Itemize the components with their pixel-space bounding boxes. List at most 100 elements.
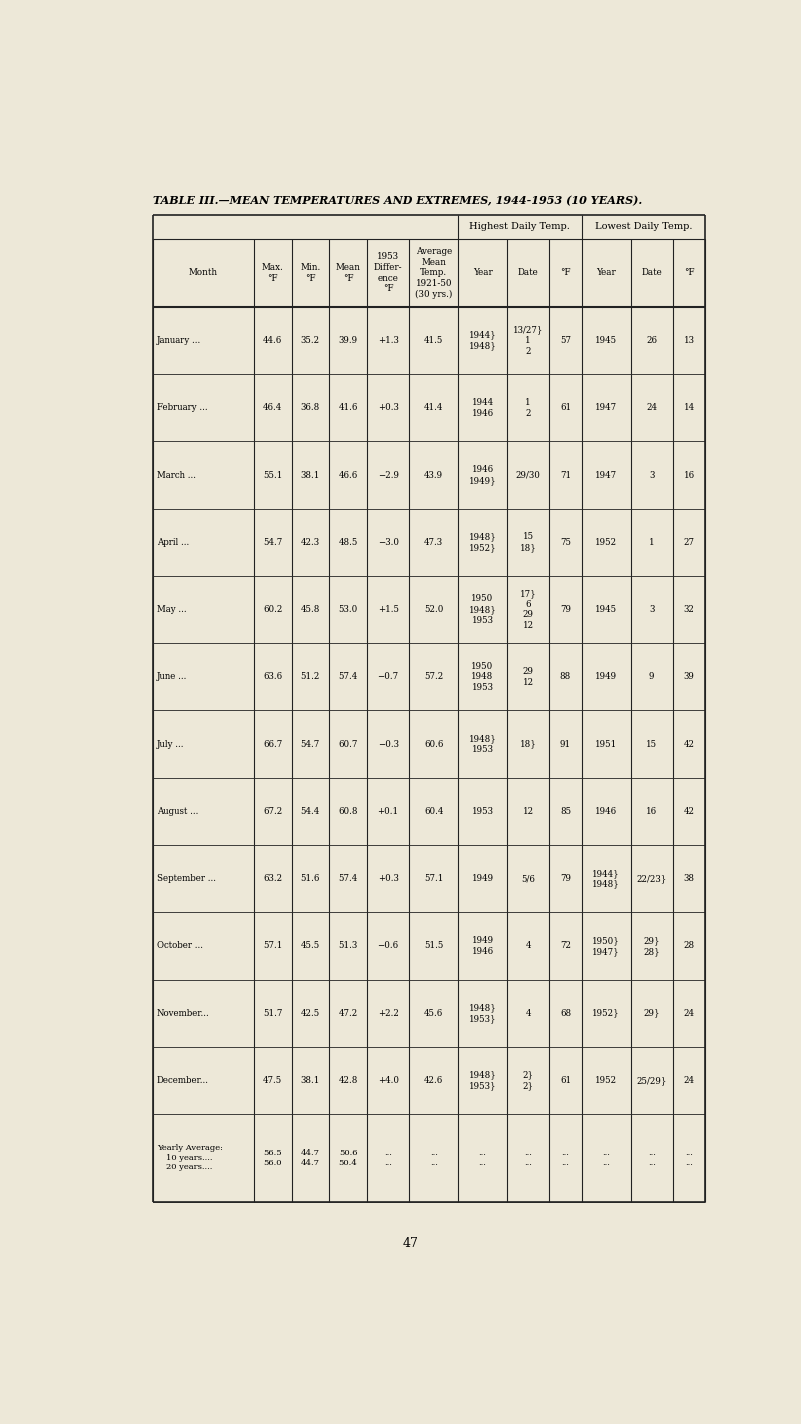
Text: 85: 85 [560, 807, 571, 816]
Text: 29/30: 29/30 [516, 470, 541, 480]
Text: 57: 57 [560, 336, 571, 345]
Text: May ...: May ... [157, 605, 187, 614]
Text: 51.5: 51.5 [424, 941, 444, 950]
Text: ...
...: ... ... [430, 1149, 437, 1166]
Text: October ...: October ... [157, 941, 203, 950]
Text: June ...: June ... [157, 672, 187, 681]
Text: 14: 14 [683, 403, 694, 413]
Text: Min.
°F: Min. °F [300, 263, 320, 283]
Text: 60.6: 60.6 [424, 739, 444, 749]
Text: Max.
°F: Max. °F [262, 263, 284, 283]
Text: 42.3: 42.3 [301, 538, 320, 547]
Text: 1947: 1947 [595, 403, 618, 413]
Text: +2.2: +2.2 [378, 1008, 399, 1018]
Text: 57.4: 57.4 [339, 874, 358, 883]
Text: ...
...: ... ... [602, 1149, 610, 1166]
Text: 42.5: 42.5 [300, 1008, 320, 1018]
Text: 24: 24 [683, 1008, 694, 1018]
Text: 1946
1949}: 1946 1949} [469, 466, 497, 486]
Text: November...: November... [157, 1008, 209, 1018]
Text: 1948}
1953}: 1948} 1953} [469, 1071, 497, 1091]
Text: 1949: 1949 [595, 672, 618, 681]
Text: 39: 39 [684, 672, 694, 681]
Text: 42.8: 42.8 [339, 1077, 358, 1085]
Text: 46.4: 46.4 [263, 403, 282, 413]
Text: 43.9: 43.9 [424, 470, 443, 480]
Text: 48.5: 48.5 [339, 538, 358, 547]
Text: −2.9: −2.9 [377, 470, 399, 480]
Text: 29
12: 29 12 [522, 666, 533, 686]
Text: +1.5: +1.5 [377, 605, 399, 614]
Text: 1945: 1945 [595, 336, 618, 345]
Text: 1944
1946: 1944 1946 [472, 397, 493, 417]
Text: 42: 42 [683, 807, 694, 816]
Text: 60.4: 60.4 [424, 807, 444, 816]
Text: 1950}
1947}: 1950} 1947} [592, 936, 620, 956]
Text: February ...: February ... [157, 403, 207, 413]
Text: 79: 79 [560, 874, 571, 883]
Text: 1: 1 [649, 538, 654, 547]
Text: 28: 28 [683, 941, 694, 950]
Text: 60.7: 60.7 [339, 739, 358, 749]
Text: 1952: 1952 [595, 538, 618, 547]
Text: 1
2: 1 2 [525, 397, 531, 417]
Text: ...
...: ... ... [478, 1149, 486, 1166]
Text: Month: Month [189, 268, 218, 278]
Text: °F: °F [684, 268, 694, 278]
Text: 41.6: 41.6 [339, 403, 358, 413]
Text: 61: 61 [560, 403, 571, 413]
Text: 3: 3 [649, 470, 654, 480]
Text: 1948}
1953: 1948} 1953 [469, 735, 497, 753]
Text: September ...: September ... [157, 874, 215, 883]
Text: +0.3: +0.3 [378, 403, 399, 413]
Text: 57.4: 57.4 [339, 672, 358, 681]
Text: °F: °F [560, 268, 571, 278]
Text: Date: Date [642, 268, 662, 278]
Text: Year: Year [596, 268, 616, 278]
Text: 1949: 1949 [472, 874, 493, 883]
Text: ...
...: ... ... [384, 1149, 392, 1166]
Text: 18}: 18} [520, 739, 537, 749]
Text: Year: Year [473, 268, 493, 278]
Text: 71: 71 [560, 470, 571, 480]
Text: TABLE III.—MEAN TEMPERATURES AND EXTREMES, 1944-1953 (10 YEARS).: TABLE III.—MEAN TEMPERATURES AND EXTREME… [153, 195, 642, 206]
Text: 44.7
44.7: 44.7 44.7 [301, 1149, 320, 1166]
Text: 53.0: 53.0 [339, 605, 358, 614]
Text: 1948}
1953}: 1948} 1953} [469, 1004, 497, 1022]
Text: 29}
28}: 29} 28} [643, 936, 660, 956]
Text: 54.4: 54.4 [300, 807, 320, 816]
Text: 16: 16 [683, 470, 694, 480]
Text: 45.8: 45.8 [300, 605, 320, 614]
Text: 15
18}: 15 18} [520, 533, 537, 553]
Text: +4.0: +4.0 [377, 1077, 399, 1085]
Text: 1952}: 1952} [592, 1008, 620, 1018]
Text: 57.2: 57.2 [424, 672, 443, 681]
Text: 38.1: 38.1 [300, 470, 320, 480]
Text: January ...: January ... [157, 336, 201, 345]
Text: 1945: 1945 [595, 605, 618, 614]
Text: 68: 68 [560, 1008, 571, 1018]
Text: 1950
1948
1953: 1950 1948 1953 [471, 662, 493, 692]
Text: 45.5: 45.5 [300, 941, 320, 950]
Text: 15: 15 [646, 739, 658, 749]
Text: 24: 24 [646, 403, 657, 413]
Text: 1950
1948}
1953: 1950 1948} 1953 [469, 594, 497, 625]
Text: 13/27}
1
2: 13/27} 1 2 [513, 325, 543, 356]
Text: 39.9: 39.9 [339, 336, 358, 345]
Text: 61: 61 [560, 1077, 571, 1085]
Text: 3: 3 [649, 605, 654, 614]
Text: 54.7: 54.7 [300, 739, 320, 749]
Text: +0.1: +0.1 [377, 807, 399, 816]
Text: 42: 42 [683, 739, 694, 749]
Text: 22/23}: 22/23} [637, 874, 666, 883]
Text: ...
...: ... ... [648, 1149, 656, 1166]
Text: 67.2: 67.2 [263, 807, 282, 816]
Text: Yearly Average:
10 years....
20 years....: Yearly Average: 10 years.... 20 years...… [157, 1145, 223, 1172]
Text: 45.6: 45.6 [424, 1008, 443, 1018]
Text: 35.2: 35.2 [301, 336, 320, 345]
Text: 1948}
1952}: 1948} 1952} [469, 533, 497, 553]
Text: +1.3: +1.3 [378, 336, 399, 345]
Text: 51.7: 51.7 [263, 1008, 282, 1018]
Text: 4: 4 [525, 941, 531, 950]
Text: 72: 72 [560, 941, 571, 950]
